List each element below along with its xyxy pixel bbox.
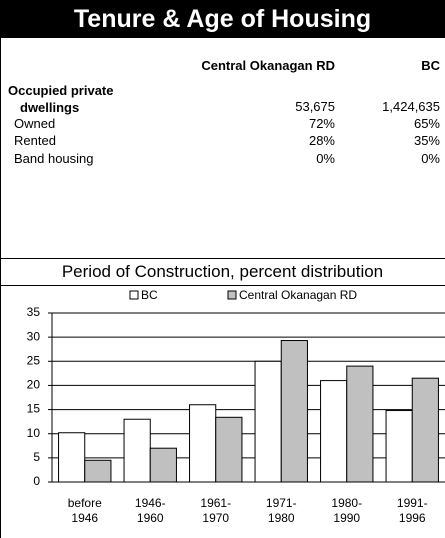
cell: 72% [308,116,335,131]
x-tick-label: 1991-1996 [396,496,428,525]
cell: 65% [413,116,440,131]
x-tick-label: 1961-1970 [200,496,232,525]
bar [189,404,217,483]
chart-title: Period of Construction, percent distribu… [61,262,384,281]
x-tick-label: 1946-1960 [134,496,166,525]
divider [0,258,445,259]
y-tick-label: 20 [27,378,41,392]
legend-swatch [129,290,139,300]
cell: 0% [316,151,335,166]
bar [215,416,243,483]
y-tick-label: 30 [27,329,41,343]
y-tick-label: 25 [27,353,41,367]
cell: 53,675 [295,99,335,114]
bar [58,432,86,483]
row-label: Rented [14,133,56,148]
bar [84,459,112,483]
row-label: Occupied private dwellings [8,83,114,115]
cell: 1,424,635 [382,99,440,114]
cell: 0% [421,151,440,166]
x-tick-label: before 1946 [67,496,102,525]
y-tick-label: 15 [27,402,41,416]
divider [0,285,445,286]
y-tick-label: 5 [33,450,40,464]
col-header: BC [421,58,440,73]
bar [123,418,151,483]
bar [254,360,282,483]
bar [411,377,439,483]
x-tick-label: 1971-1980 [265,496,297,525]
col-header: Central Okanagan RD [201,58,335,73]
bar [385,410,413,483]
legend-swatch [227,290,237,300]
cell: 28% [308,133,335,148]
bar [149,447,177,483]
border [0,38,1,538]
title-bar: Tenure & Age of Housing [0,0,445,38]
bar [280,340,308,483]
y-tick-label: 10 [27,426,41,440]
row-label: Band housing [14,151,94,166]
y-tick-label: 0 [33,474,40,488]
x-tick-label: 1980-1990 [331,496,363,525]
row-label: Owned [14,116,56,131]
bar [346,365,374,483]
y-tick-label: 35 [27,305,41,319]
chart: 0 5 10 15 20 25 30 35 BC Central Okanagan RD [27,288,445,488]
legend-label: Central Okanagan RD [239,288,357,302]
cell: 35% [413,133,440,148]
legend-label: BC [141,288,158,302]
bar [320,380,348,483]
